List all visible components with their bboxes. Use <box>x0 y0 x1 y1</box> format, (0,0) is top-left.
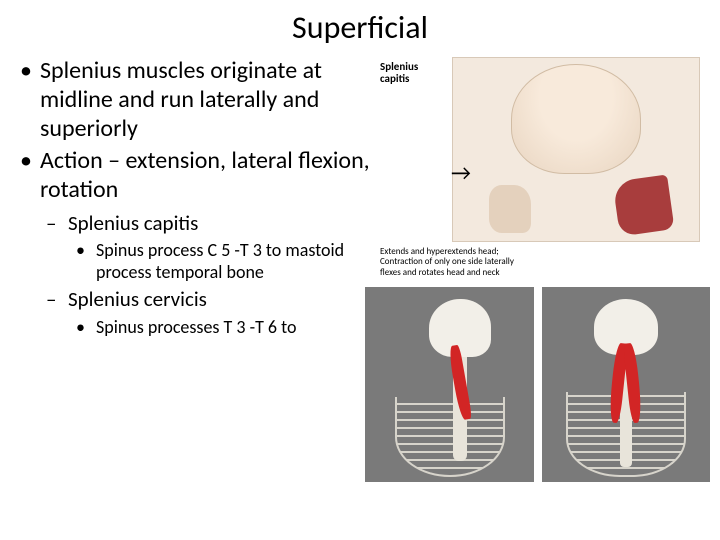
content-area: Splenius muscles originate at midline an… <box>0 57 720 342</box>
ribs-shape <box>395 397 505 477</box>
figure-top: Splenius capitis → <box>380 57 700 242</box>
figure-bottom <box>365 287 710 482</box>
text-column: Splenius muscles originate at midline an… <box>10 57 380 342</box>
subsub-bullet-2: Spinus processes T 3 -T 6 to <box>96 317 380 339</box>
skeleton-lateral-view <box>365 287 534 482</box>
subsublist-1: Spinus process C 5 -T 3 to mastoid proce… <box>68 240 380 283</box>
figure-top-caption: Extends and hyperextends head; Contracti… <box>380 247 525 278</box>
anatomy-head-illustration: → <box>452 57 700 242</box>
subsublist-2: Spinus processes T 3 -T 6 to <box>68 317 380 339</box>
sub-bullet-2: Splenius cervicis Spinus processes T 3 -… <box>68 287 380 338</box>
bullet-2: Action – extension, lateral flexion, rot… <box>40 147 380 338</box>
sublist-1: Splenius capitis Spinus process C 5 -T 3… <box>40 211 380 338</box>
sub-bullet-1-text: Splenius capitis <box>68 210 198 236</box>
neck-left-shape <box>489 185 531 233</box>
figure-top-label: Splenius capitis <box>380 57 450 242</box>
bullet-list: Splenius muscles originate at midline an… <box>20 57 380 338</box>
skull-shape <box>429 299 491 357</box>
head-shape <box>511 64 641 174</box>
arrow-icon: → <box>451 159 471 186</box>
bullet-2-text: Action – extension, lateral flexion, rot… <box>40 146 370 204</box>
sub-bullet-1: Splenius capitis Spinus process C 5 -T 3… <box>68 211 380 283</box>
splenius-muscle-shape <box>612 174 674 236</box>
sub-bullet-2-text: Splenius cervicis <box>68 286 207 312</box>
slide-title: Superficial <box>0 0 720 57</box>
figure-column: Splenius capitis → Extends and hyperexte… <box>380 57 710 342</box>
subsub-bullet-1: Spinus process C 5 -T 3 to mastoid proce… <box>96 240 380 283</box>
skeleton-posterior-view <box>542 287 711 482</box>
bullet-1: Splenius muscles originate at midline an… <box>40 57 380 143</box>
